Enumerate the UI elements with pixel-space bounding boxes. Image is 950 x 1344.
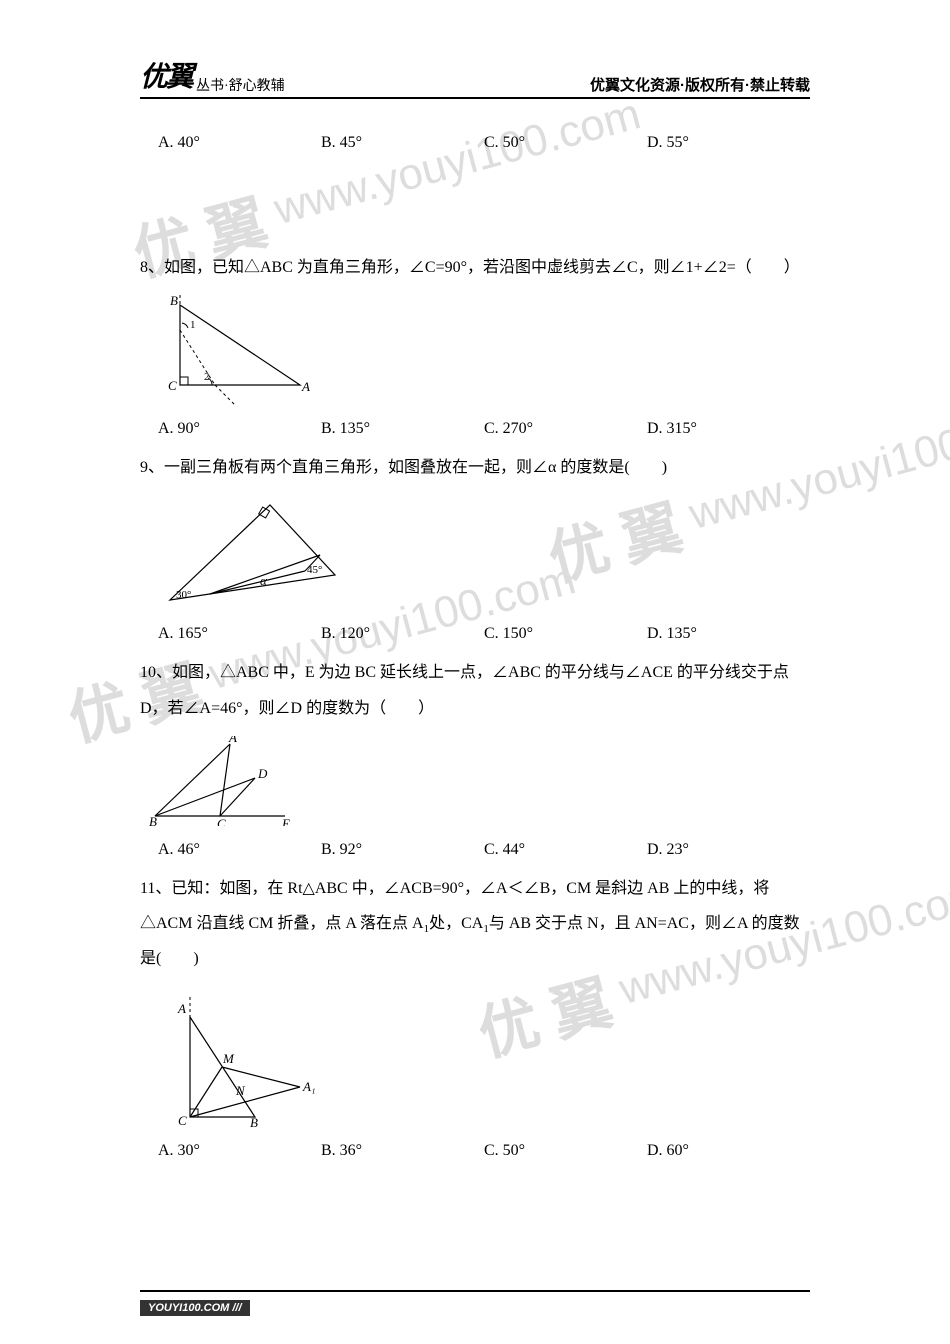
svg-text:B: B xyxy=(170,295,178,308)
q8-option-a: A. 90° xyxy=(158,420,321,438)
q8-text: 8、如图，已知△ABC 为直角三角形，∠C=90°，若沿图中虚线剪去∠C，则∠1… xyxy=(140,250,810,285)
q9-option-a: A. 165° xyxy=(158,625,321,643)
q10-option-d: D. 23° xyxy=(647,841,810,859)
q10-option-b: B. 92° xyxy=(321,841,484,859)
q8-option-b: B. 135° xyxy=(321,420,484,438)
q8-option-d: D. 315° xyxy=(647,420,810,438)
page-container: 优翼 丛书·舒心教辅 优翼文化资源·版权所有·禁止转载 A. 40° B. 45… xyxy=(0,0,950,1212)
svg-text:30°: 30° xyxy=(176,589,191,601)
q11-text: 11、已知：如图，在 Rt△ABC 中，∠ACB=90°，∠A＜∠B，CM 是斜… xyxy=(140,871,810,977)
svg-text:A: A xyxy=(177,1001,186,1016)
svg-text:N: N xyxy=(235,1083,246,1098)
q11-option-d: D. 60° xyxy=(647,1142,810,1160)
q10-options: A. 46° B. 92° C. 44° D. 23° xyxy=(158,841,810,859)
q10-diagram: B C E A D xyxy=(145,736,810,826)
q8-diagram: B C A 1 2 xyxy=(160,295,810,405)
svg-text:A₁: A₁ xyxy=(302,1079,315,1094)
q7-option-a: A. 40° xyxy=(158,134,321,152)
page-footer: YOUYI100.COM /// xyxy=(140,1290,810,1316)
logo-subtitle: 丛书·舒心教辅 xyxy=(196,75,285,95)
svg-text:C: C xyxy=(178,1113,187,1127)
svg-text:A: A xyxy=(301,379,310,394)
svg-text:1: 1 xyxy=(190,319,196,331)
q9-options: A. 165° B. 120° C. 150° D. 135° xyxy=(158,625,810,643)
svg-text:α: α xyxy=(260,573,268,588)
q9-diagram: 30° 45° α xyxy=(160,495,810,610)
svg-text:B: B xyxy=(149,814,157,826)
svg-text:D: D xyxy=(257,766,268,781)
header-left: 优翼 丛书·舒心教辅 xyxy=(140,55,285,95)
q11-option-a: A. 30° xyxy=(158,1142,321,1160)
svg-text:A: A xyxy=(228,736,237,745)
q10-option-a: A. 46° xyxy=(158,841,321,859)
svg-text:B: B xyxy=(250,1115,258,1127)
svg-text:E: E xyxy=(281,816,290,826)
q10-text: 10、如图，△ABC 中，E 为边 BC 延长线上一点，∠ABC 的平分线与∠A… xyxy=(140,655,810,725)
svg-text:C: C xyxy=(217,816,226,826)
q11-options: A. 30° B. 36° C. 50° D. 60° xyxy=(158,1142,810,1160)
svg-text:45°: 45° xyxy=(307,564,322,576)
footer-line xyxy=(140,1290,810,1292)
q9-option-b: B. 120° xyxy=(321,625,484,643)
svg-text:M: M xyxy=(222,1051,235,1066)
q11-option-c: C. 50° xyxy=(484,1142,647,1160)
q8-options: A. 90° B. 135° C. 270° D. 315° xyxy=(158,420,810,438)
q9-option-c: C. 150° xyxy=(484,625,647,643)
q11-diagram: A C B M N A₁ xyxy=(160,987,810,1127)
svg-text:2: 2 xyxy=(204,371,210,383)
q8-option-c: C. 270° xyxy=(484,420,647,438)
q7-options: A. 40° B. 45° C. 50° D. 55° xyxy=(158,134,810,152)
q11-option-b: B. 36° xyxy=(321,1142,484,1160)
q9-option-d: D. 135° xyxy=(647,625,810,643)
q11-text-p2: 处，CA xyxy=(429,915,483,932)
logo-main: 优翼 xyxy=(140,55,192,95)
q7-option-c: C. 50° xyxy=(484,134,647,152)
svg-text:C: C xyxy=(168,378,177,393)
q7-option-b: B. 45° xyxy=(321,134,484,152)
q9-text: 9、一副三角板有两个直角三角形，如图叠放在一起，则∠α 的度数是( ) xyxy=(140,450,810,485)
q10-option-c: C. 44° xyxy=(484,841,647,859)
page-header: 优翼 丛书·舒心教辅 优翼文化资源·版权所有·禁止转载 xyxy=(140,55,810,99)
footer-text: YOUYI100.COM /// xyxy=(140,1300,250,1316)
q7-option-d: D. 55° xyxy=(647,134,810,152)
header-right: 优翼文化资源·版权所有·禁止转载 xyxy=(590,74,810,95)
